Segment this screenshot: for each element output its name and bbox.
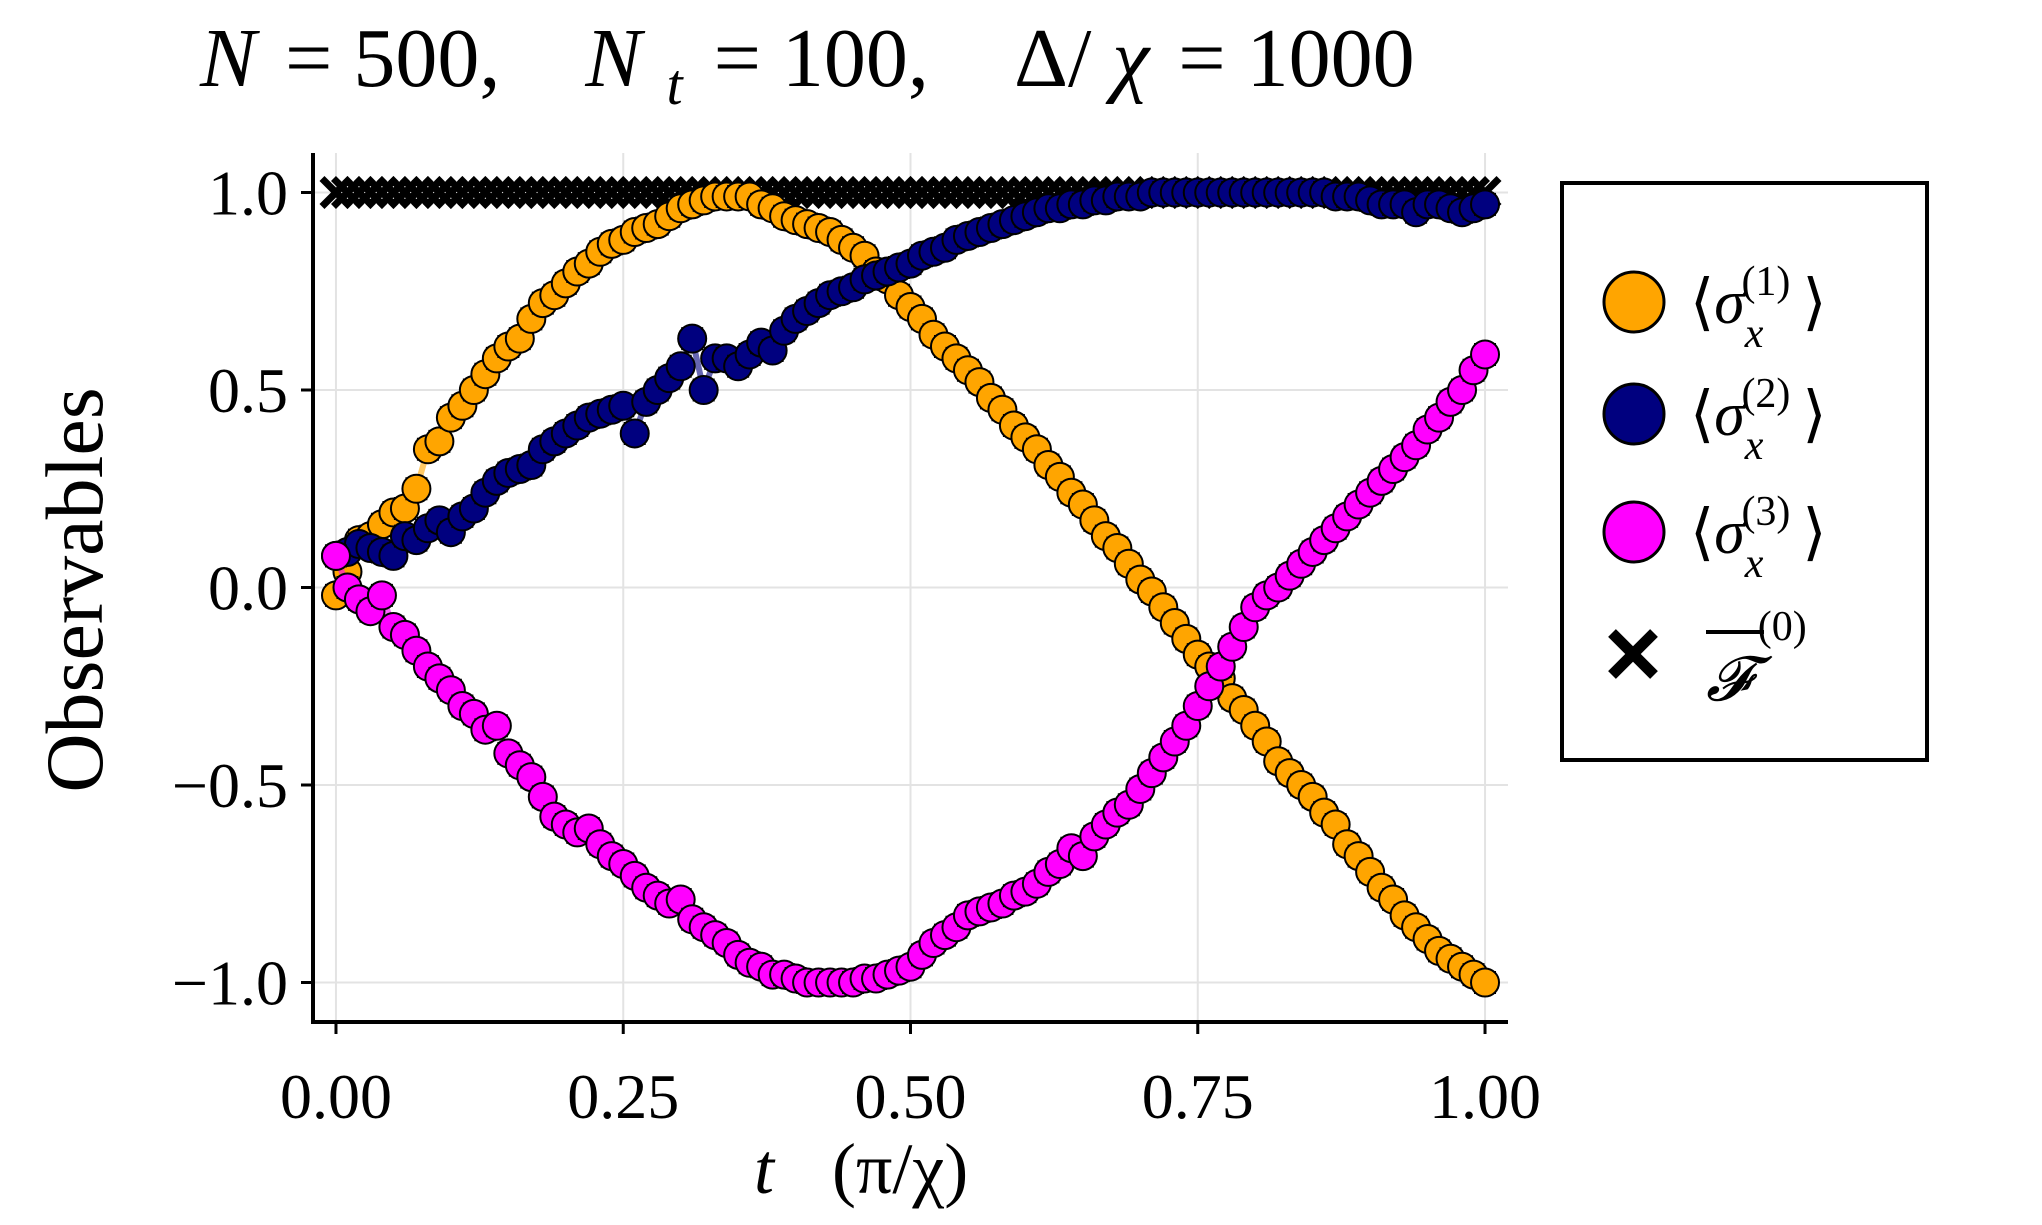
- y-tick-label: 1.0: [208, 158, 288, 229]
- data-point-s2: [619, 418, 650, 449]
- legend-item-s1: ⟨σx(1) ⟩: [1602, 259, 1827, 357]
- data-point-s2: [677, 323, 708, 354]
- chart-title: N = 500, N t = 100, Δ/ χ = 1000: [199, 12, 1415, 123]
- legend-label-s2: ⟨σx(2) ⟩: [1690, 371, 1827, 469]
- data-point-s1: [401, 473, 432, 504]
- axis-ticks: 0.00 0.25 0.50 0.75 1.00 −1.0 −0.5 0.0 0.5 1.0: [172, 158, 1541, 1133]
- x-tick-label: 0.50: [855, 1061, 967, 1132]
- legend-item-s3: ⟨σx(3) ⟩: [1602, 489, 1827, 587]
- series-s1: [320, 181, 1501, 998]
- legend-label-s1: ⟨σx(1) ⟩: [1690, 259, 1827, 357]
- legend-marker-s2: [1602, 382, 1666, 446]
- y-tick-label: 0.0: [208, 553, 288, 624]
- x-tick-label: 0.00: [280, 1061, 392, 1132]
- grid-lines: [313, 153, 1508, 1022]
- legend-marker-s3: [1602, 500, 1666, 564]
- data-point-s1: [424, 426, 455, 457]
- x-tick-label: 0.25: [567, 1061, 679, 1132]
- data-point-s3: [366, 580, 397, 611]
- data-point-s2: [665, 351, 696, 382]
- x-axis-label: t (π/χ): [754, 1129, 968, 1209]
- data-point-s2: [1470, 189, 1501, 220]
- series-s3: [320, 339, 1501, 998]
- data-point-s3: [481, 710, 512, 741]
- plot-area: 0.00 0.25 0.50 0.75 1.00 −1.0 −0.5 0.0 0.5 1.0: [172, 153, 1541, 1132]
- data-point-s3: [320, 540, 351, 571]
- data-point-s2: [688, 375, 719, 405]
- y-tick-label: −1.0: [172, 948, 288, 1019]
- legend-marker-s4: [1608, 629, 1658, 679]
- series-layer: [319, 176, 1502, 998]
- legend-label-s3: ⟨σx(3) ⟩: [1690, 489, 1827, 587]
- x-tick-label: 0.75: [1142, 1061, 1254, 1132]
- x-tick-label: 1.00: [1429, 1061, 1541, 1132]
- legend-item-s2: ⟨σx(2) ⟩: [1602, 371, 1827, 469]
- series-s2: [320, 177, 1501, 571]
- y-axis-label: Observables: [29, 387, 120, 792]
- data-point-s1: [1470, 967, 1501, 998]
- y-tick-label: 0.5: [208, 355, 288, 426]
- legend: ⟨σx(1) ⟩ ⟨σx(2) ⟩ ⟨σx(3) ⟩ 𝓕(0): [1560, 181, 1929, 762]
- y-tick-label: −0.5: [172, 750, 288, 821]
- data-point-s3: [1470, 339, 1501, 370]
- legend-marker-s1: [1602, 270, 1666, 334]
